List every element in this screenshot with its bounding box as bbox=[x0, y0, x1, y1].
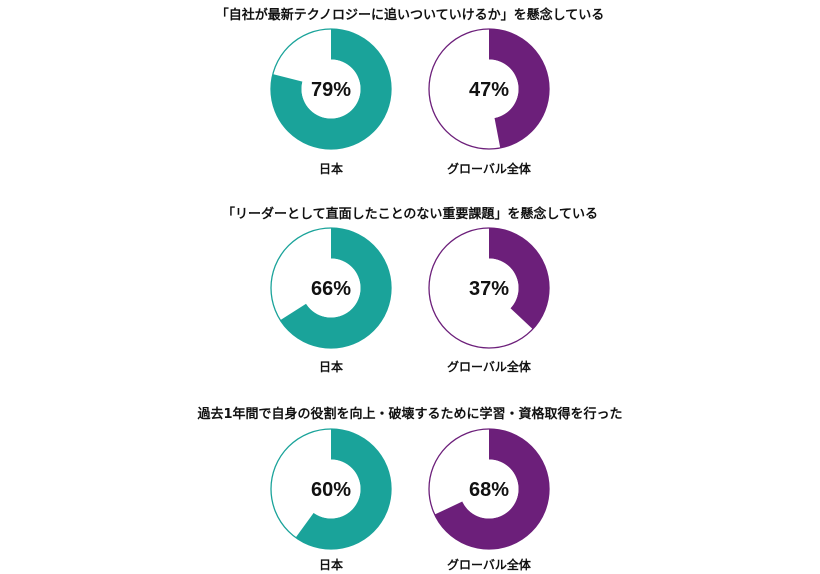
donut-segment-3-global bbox=[434, 429, 549, 549]
section-title-1: 「自社が最新テクノロジーに追いついていけるか」を懸念している bbox=[215, 8, 605, 23]
donut-hole-3-global bbox=[459, 459, 519, 519]
donut-chart-2-japan: 66% bbox=[270, 227, 392, 349]
section-title-3: 過去1年間で自身の役割を向上・破壊するために学習・資格取得を行った bbox=[197, 407, 623, 422]
label-japan-3: 日本 bbox=[318, 558, 343, 572]
donut-value-label-1-global: 47% bbox=[469, 79, 509, 101]
donut-value-label-3-japan: 60% bbox=[311, 479, 351, 501]
donut-value-label-3-global: 68% bbox=[469, 479, 509, 501]
donut-hole-3-japan bbox=[301, 459, 361, 519]
donut-segment-3-japan bbox=[295, 429, 391, 549]
donut-chart-1-global: 47% bbox=[428, 28, 550, 150]
label-global-2: グローバル全体 bbox=[447, 360, 531, 374]
donut-hole-1-japan bbox=[301, 59, 361, 119]
donut-chart-3-japan: 60% bbox=[270, 428, 392, 550]
donut-hole-1-global bbox=[459, 59, 519, 119]
label-global-3: グローバル全体 bbox=[447, 558, 531, 572]
donut-hole-2-japan bbox=[301, 258, 361, 318]
donut-chart-1-japan: 79% bbox=[270, 28, 392, 150]
donut-value-label-2-japan: 66% bbox=[311, 278, 351, 300]
label-japan-1: 日本 bbox=[318, 162, 343, 176]
donut-hole-2-global bbox=[459, 258, 519, 318]
donut-chart-2-global: 37% bbox=[428, 227, 550, 349]
donut-segment-2-japan bbox=[280, 228, 391, 348]
donut-value-label-1-japan: 79% bbox=[311, 79, 351, 101]
donut-segment-2-global bbox=[489, 228, 549, 330]
donut-chart-3-global: 68% bbox=[428, 428, 550, 550]
label-global-1: グローバル全体 bbox=[447, 162, 531, 176]
donut-segment-1-japan bbox=[271, 29, 391, 149]
label-japan-2: 日本 bbox=[318, 360, 343, 374]
section-title-2: 「リーダーとして直面したことのない重要課題」を懸念している bbox=[221, 207, 599, 222]
donut-segment-1-global bbox=[489, 29, 549, 148]
donut-value-label-2-global: 37% bbox=[469, 278, 509, 300]
